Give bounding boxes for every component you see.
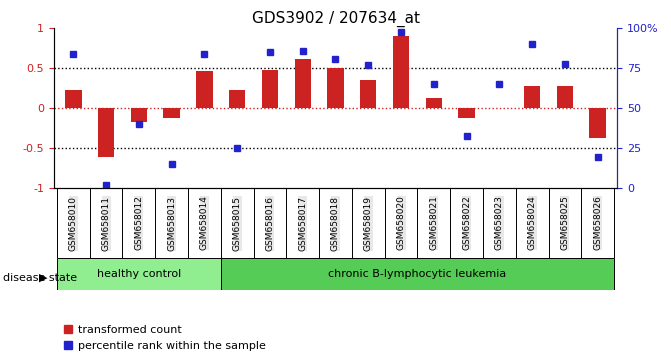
Bar xyxy=(360,80,376,108)
Text: GSM658010: GSM658010 xyxy=(69,195,78,251)
Text: GSM658022: GSM658022 xyxy=(462,196,471,250)
Text: GSM658024: GSM658024 xyxy=(527,196,537,250)
Text: GSM658012: GSM658012 xyxy=(134,195,144,251)
Bar xyxy=(557,86,573,108)
Text: GSM658026: GSM658026 xyxy=(593,195,602,251)
Text: GSM658021: GSM658021 xyxy=(429,195,438,251)
Bar xyxy=(229,91,246,108)
Bar xyxy=(295,59,311,108)
Bar xyxy=(262,70,278,108)
Bar xyxy=(524,86,540,108)
Text: GSM658020: GSM658020 xyxy=(397,195,405,251)
Bar xyxy=(196,70,213,108)
Bar xyxy=(425,98,442,108)
Text: GSM658023: GSM658023 xyxy=(495,195,504,251)
FancyBboxPatch shape xyxy=(57,258,221,290)
Text: chronic B-lymphocytic leukemia: chronic B-lymphocytic leukemia xyxy=(328,269,507,279)
Bar xyxy=(458,108,475,118)
Legend: transformed count, percentile rank within the sample: transformed count, percentile rank withi… xyxy=(59,321,270,354)
Text: GSM658016: GSM658016 xyxy=(266,195,274,251)
Text: GSM658015: GSM658015 xyxy=(233,195,242,251)
Text: GSM658017: GSM658017 xyxy=(298,195,307,251)
Bar xyxy=(65,91,82,108)
Bar xyxy=(131,108,147,122)
Text: GSM658018: GSM658018 xyxy=(331,195,340,251)
Text: GSM658013: GSM658013 xyxy=(167,195,176,251)
Bar xyxy=(589,108,606,138)
Bar xyxy=(98,108,114,157)
FancyBboxPatch shape xyxy=(221,258,614,290)
Bar xyxy=(327,68,344,108)
Bar xyxy=(164,108,180,118)
Text: disease state: disease state xyxy=(3,273,77,283)
Text: healthy control: healthy control xyxy=(97,269,181,279)
Text: GSM658019: GSM658019 xyxy=(364,195,373,251)
Text: ▶: ▶ xyxy=(40,273,48,283)
Bar xyxy=(393,36,409,108)
Title: GDS3902 / 207634_at: GDS3902 / 207634_at xyxy=(252,11,419,27)
Text: GSM658011: GSM658011 xyxy=(101,195,111,251)
Text: GSM658025: GSM658025 xyxy=(560,195,570,251)
Text: GSM658014: GSM658014 xyxy=(200,195,209,251)
